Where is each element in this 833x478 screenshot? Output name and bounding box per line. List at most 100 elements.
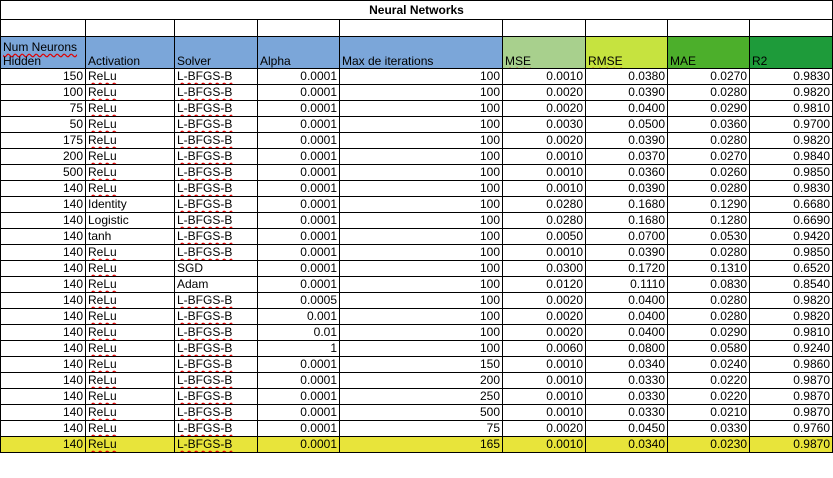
cell-alpha[interactable]: 0.0001 (257, 164, 340, 181)
cell-activation[interactable]: ReLu (85, 164, 175, 181)
cell-rmse[interactable]: 0.0330 (585, 404, 668, 421)
cell-mae[interactable]: 0.0280 (667, 84, 750, 101)
cell-neurons[interactable]: 100 (0, 84, 86, 101)
cell-r2[interactable]: 0.9810 (749, 324, 833, 341)
cell-neurons[interactable]: 140 (0, 292, 86, 309)
cell-max-iter[interactable]: 100 (339, 340, 503, 357)
cell-solver[interactable]: SGD (174, 260, 258, 277)
cell-mse[interactable]: 0.0020 (502, 132, 586, 149)
cell-alpha[interactable]: 0.0001 (257, 148, 340, 165)
cell-neurons[interactable]: 140 (0, 196, 86, 213)
cell-r2[interactable]: 0.9820 (749, 292, 833, 309)
cell-activation[interactable]: ReLu (85, 356, 175, 373)
cell-r2[interactable]: 0.6680 (749, 196, 833, 213)
cell-max-iter[interactable]: 100 (339, 132, 503, 149)
cell-max-iter[interactable]: 100 (339, 148, 503, 165)
cell-alpha[interactable]: 0.0001 (257, 436, 340, 453)
cell-neurons[interactable]: 50 (0, 116, 86, 133)
cell-activation[interactable]: ReLu (85, 260, 175, 277)
cell-max-iter[interactable]: 165 (339, 436, 503, 453)
cell-max-iter[interactable]: 150 (339, 356, 503, 373)
cell-neurons[interactable]: 140 (0, 180, 86, 197)
cell-alpha[interactable]: 0.0001 (257, 132, 340, 149)
cell-rmse[interactable]: 0.0390 (585, 244, 668, 261)
cell-mae[interactable]: 0.0230 (667, 436, 750, 453)
cell-alpha[interactable]: 0.01 (257, 324, 340, 341)
cell-activation[interactable]: Logistic (85, 212, 175, 229)
cell-solver[interactable]: L-BFGS-B (174, 68, 258, 85)
cell-rmse[interactable]: 0.1110 (585, 276, 668, 293)
cell-solver[interactable]: L-BFGS-B (174, 196, 258, 213)
cell-solver[interactable]: Adam (174, 276, 258, 293)
cell-activation[interactable]: ReLu (85, 308, 175, 325)
cell-mae[interactable]: 0.0210 (667, 404, 750, 421)
cell-rmse[interactable]: 0.0450 (585, 420, 668, 437)
cell-max-iter[interactable]: 100 (339, 100, 503, 117)
cell-max-iter[interactable]: 100 (339, 324, 503, 341)
cell-r2[interactable]: 0.9850 (749, 244, 833, 261)
cell-mse[interactable]: 0.0010 (502, 164, 586, 181)
cell-activation[interactable]: ReLu (85, 116, 175, 133)
header-activation[interactable]: Activation (85, 36, 175, 69)
cell-mse[interactable]: 0.0300 (502, 260, 586, 277)
blank-cell[interactable] (667, 19, 750, 37)
cell-max-iter[interactable]: 100 (339, 180, 503, 197)
cell-rmse[interactable]: 0.0390 (585, 180, 668, 197)
header-num-neurons[interactable]: Num Neurons Hidden (0, 36, 86, 69)
cell-r2[interactable]: 0.9820 (749, 308, 833, 325)
cell-neurons[interactable]: 140 (0, 420, 86, 437)
cell-mae[interactable]: 0.0280 (667, 308, 750, 325)
cell-alpha[interactable]: 0.0001 (257, 68, 340, 85)
cell-max-iter[interactable]: 100 (339, 244, 503, 261)
cell-r2[interactable]: 0.9820 (749, 132, 833, 149)
cell-mse[interactable]: 0.0020 (502, 308, 586, 325)
cell-rmse[interactable]: 0.0390 (585, 84, 668, 101)
cell-solver[interactable]: L-BFGS-B (174, 340, 258, 357)
blank-cell[interactable] (339, 19, 503, 37)
cell-mse[interactable]: 0.0030 (502, 116, 586, 133)
header-alpha[interactable]: Alpha (257, 36, 340, 69)
cell-mae[interactable]: 0.0530 (667, 228, 750, 245)
cell-alpha[interactable]: 0.0001 (257, 260, 340, 277)
cell-rmse[interactable]: 0.1720 (585, 260, 668, 277)
cell-mae[interactable]: 0.1280 (667, 212, 750, 229)
cell-solver[interactable]: L-BFGS-B (174, 308, 258, 325)
cell-activation[interactable]: ReLu (85, 324, 175, 341)
cell-solver[interactable]: L-BFGS-B (174, 436, 258, 453)
cell-alpha[interactable]: 0.0001 (257, 196, 340, 213)
cell-neurons[interactable]: 140 (0, 436, 86, 453)
cell-neurons[interactable]: 140 (0, 356, 86, 373)
cell-neurons[interactable]: 75 (0, 100, 86, 117)
cell-mae[interactable]: 0.1290 (667, 196, 750, 213)
cell-r2[interactable]: 0.6520 (749, 260, 833, 277)
cell-solver[interactable]: L-BFGS-B (174, 228, 258, 245)
cell-mse[interactable]: 0.0280 (502, 196, 586, 213)
cell-mse[interactable]: 0.0010 (502, 68, 586, 85)
cell-activation[interactable]: ReLu (85, 68, 175, 85)
cell-r2[interactable]: 0.9830 (749, 180, 833, 197)
cell-mse[interactable]: 0.0020 (502, 324, 586, 341)
cell-rmse[interactable]: 0.0340 (585, 356, 668, 373)
cell-mse[interactable]: 0.0010 (502, 148, 586, 165)
header-solver[interactable]: Solver (174, 36, 258, 69)
cell-neurons[interactable]: 140 (0, 308, 86, 325)
cell-solver[interactable]: L-BFGS-B (174, 132, 258, 149)
cell-mae[interactable]: 0.0280 (667, 292, 750, 309)
cell-rmse[interactable]: 0.0400 (585, 100, 668, 117)
cell-rmse[interactable]: 0.0400 (585, 324, 668, 341)
cell-mae[interactable]: 0.0830 (667, 276, 750, 293)
cell-alpha[interactable]: 0.0001 (257, 388, 340, 405)
blank-cell[interactable] (85, 19, 175, 37)
cell-max-iter[interactable]: 100 (339, 260, 503, 277)
cell-mse[interactable]: 0.0010 (502, 388, 586, 405)
cell-mae[interactable]: 0.1310 (667, 260, 750, 277)
cell-activation[interactable]: ReLu (85, 340, 175, 357)
cell-max-iter[interactable]: 250 (339, 388, 503, 405)
cell-rmse[interactable]: 0.0370 (585, 148, 668, 165)
cell-mae[interactable]: 0.0330 (667, 420, 750, 437)
blank-cell[interactable] (174, 19, 258, 37)
cell-mae[interactable]: 0.0360 (667, 116, 750, 133)
cell-neurons[interactable]: 175 (0, 132, 86, 149)
cell-r2[interactable]: 0.9820 (749, 84, 833, 101)
cell-solver[interactable]: L-BFGS-B (174, 84, 258, 101)
